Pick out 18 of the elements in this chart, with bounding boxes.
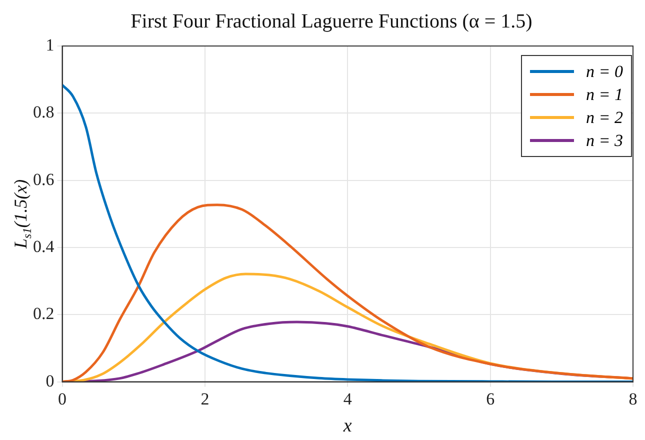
x-tick-label: 0 <box>58 389 66 408</box>
y-axis-title: Ls1(1.5(x) <box>10 179 34 250</box>
legend-label: n = 0 <box>586 62 623 82</box>
legend-label: n = 3 <box>586 130 623 150</box>
y-tick-label: 0.4 <box>33 236 55 256</box>
y-tick-label: 0.6 <box>33 170 54 189</box>
legend-label: n = 2 <box>586 108 623 128</box>
y-tick-label: 0.2 <box>33 304 54 324</box>
chart-title: First Four Fractional Laguerre Functions (α = 1.5) <box>130 10 532 32</box>
x-tick-label: 8 <box>628 389 638 408</box>
x-tick-label: 6 <box>486 389 495 408</box>
x-tick-label: 4 <box>343 389 352 408</box>
y-tick-label: 0.8 <box>33 102 54 122</box>
x-tick-label: 2 <box>200 389 210 408</box>
y-tick-label: 0 <box>46 371 54 390</box>
y-tick-label: 1 <box>46 35 54 54</box>
x-axis-title: x <box>342 416 352 437</box>
legend-label: n = 1 <box>586 84 623 104</box>
